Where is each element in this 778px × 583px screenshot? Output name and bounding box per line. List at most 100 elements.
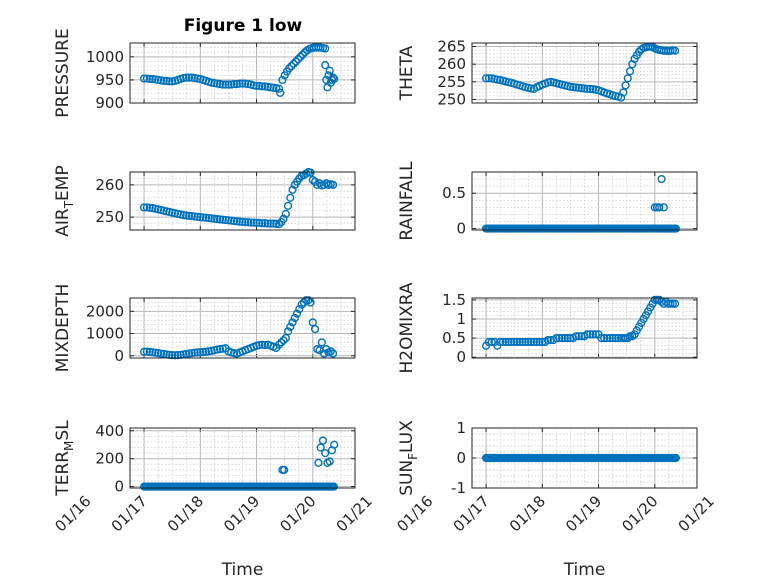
data-point xyxy=(179,211,188,220)
data-point xyxy=(207,214,216,223)
data-point xyxy=(329,482,339,491)
y-tick-label: 1 xyxy=(456,419,466,437)
data-point xyxy=(298,50,307,59)
data-point xyxy=(510,337,519,347)
data-point xyxy=(306,168,315,177)
data-point xyxy=(170,351,180,360)
data-point xyxy=(543,335,553,345)
x-tick-label: 01/20 xyxy=(618,492,661,535)
data-point xyxy=(316,443,325,452)
data-point xyxy=(608,334,617,343)
y-tick-label: 265 xyxy=(437,38,466,56)
data-point xyxy=(249,218,258,227)
data-point xyxy=(621,81,630,90)
y-axis-label: PRESSURE xyxy=(53,28,73,117)
data-point xyxy=(583,330,592,339)
data-point xyxy=(484,337,493,347)
data-point xyxy=(670,299,680,308)
data-point xyxy=(526,337,536,347)
data-point xyxy=(252,218,261,228)
data-point xyxy=(288,185,297,194)
data-point xyxy=(507,337,516,347)
x-tick-label: 01/20 xyxy=(276,492,319,535)
data-point xyxy=(290,313,299,323)
data-point xyxy=(625,67,635,76)
x-tick-label: 01/17 xyxy=(450,492,493,535)
data-point xyxy=(552,334,561,343)
y-tick-label: 0 xyxy=(456,449,466,467)
data-point xyxy=(139,74,149,83)
data-point xyxy=(580,84,589,93)
data-point xyxy=(569,83,578,92)
y-tick-label: 250 xyxy=(437,90,466,108)
x-tick-label: 01/19 xyxy=(562,492,605,535)
data-point xyxy=(258,219,267,228)
data-point xyxy=(224,216,233,225)
data-point xyxy=(586,330,595,339)
y-axis-label: H2OMIXRA xyxy=(397,282,417,373)
subplot-rainfall: 0 0.5 RAINFALL xyxy=(397,161,698,241)
axes-frame xyxy=(129,427,356,489)
data-point xyxy=(187,212,196,221)
data-point xyxy=(291,57,301,66)
data-point xyxy=(295,305,304,314)
data-point xyxy=(289,59,298,68)
data-point xyxy=(487,337,496,347)
subplot-air_temp: 250 260 AIRTEMP xyxy=(53,165,356,237)
data-point xyxy=(328,73,338,82)
data-point xyxy=(321,44,330,53)
data-point xyxy=(286,322,295,331)
data-point xyxy=(297,300,306,309)
data-point xyxy=(586,84,595,93)
data-point xyxy=(283,327,293,336)
y-tick-label: 0.5 xyxy=(442,184,466,202)
y-axis-label: MIXDEPTH xyxy=(53,284,73,373)
y-tick-label: 260 xyxy=(95,176,124,194)
data-point xyxy=(591,330,600,339)
data-point xyxy=(184,73,194,82)
data-point xyxy=(274,84,284,93)
data-point xyxy=(292,309,302,318)
markers xyxy=(139,436,339,491)
markers xyxy=(481,453,681,463)
data-point xyxy=(224,80,233,89)
data-point xyxy=(199,347,208,357)
data-point xyxy=(611,334,620,343)
data-point xyxy=(325,66,334,75)
data-point xyxy=(574,83,583,92)
y-tick-label: 250 xyxy=(95,208,124,226)
data-point xyxy=(139,347,149,356)
data-point xyxy=(602,334,612,343)
data-point xyxy=(524,337,533,347)
data-point xyxy=(173,351,182,360)
y-tick-label: 1000 xyxy=(86,325,124,343)
data-point xyxy=(326,347,335,356)
data-point xyxy=(330,440,339,449)
y-tick-label: 2000 xyxy=(86,302,124,320)
y-tick-label: 1 xyxy=(456,310,466,328)
markers xyxy=(139,43,339,97)
data-point xyxy=(328,349,338,358)
data-point xyxy=(597,334,606,343)
data-point xyxy=(278,75,287,85)
data-point xyxy=(196,348,205,357)
data-point xyxy=(655,203,664,212)
data-point xyxy=(235,217,244,226)
data-point xyxy=(285,64,294,73)
data-point xyxy=(238,79,247,88)
markers xyxy=(139,296,338,360)
data-point xyxy=(328,180,338,189)
data-point xyxy=(512,337,522,347)
data-point xyxy=(218,80,227,89)
axes-frame xyxy=(129,297,356,359)
data-point xyxy=(190,212,199,221)
x-tick-label: 01/16 xyxy=(393,492,436,535)
axes-frame xyxy=(471,427,698,489)
data-point xyxy=(229,79,239,89)
y-tick-label: 200 xyxy=(95,450,124,468)
data-point xyxy=(306,298,315,307)
data-point xyxy=(555,334,564,343)
subplot-h2omixra: 00.511.5 H2OMIXRA xyxy=(397,282,698,374)
data-point xyxy=(504,337,513,347)
